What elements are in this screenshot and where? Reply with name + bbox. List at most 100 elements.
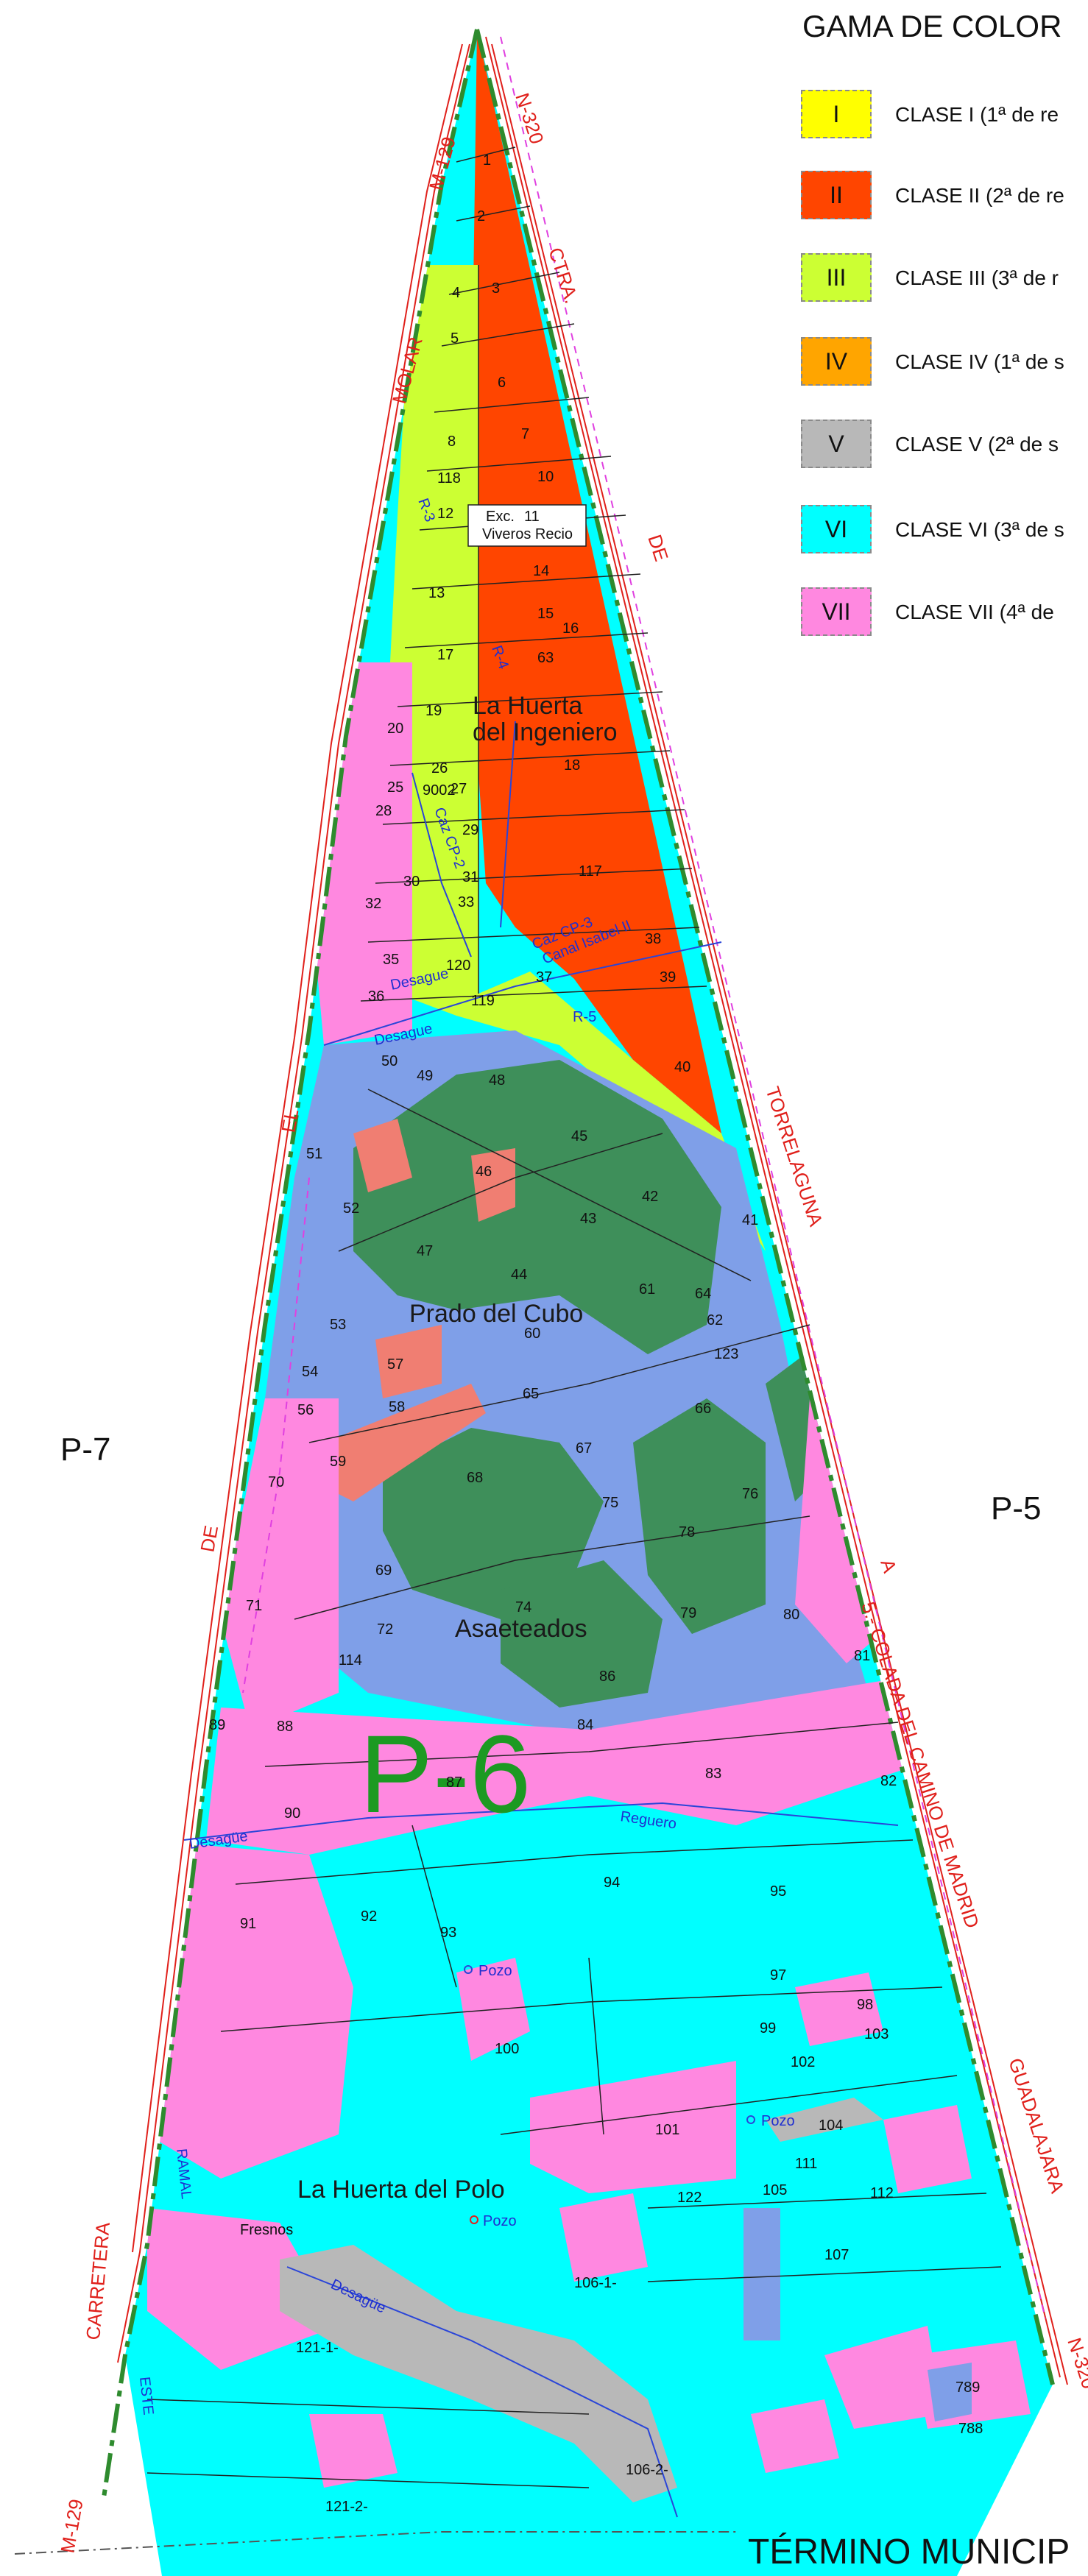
parcel-number-25: 25 [387,779,403,796]
place-huerta-ingeniero-2: del Ingeniero [473,718,618,746]
parcel-number-50: 50 [381,1053,398,1069]
parcel-number-20: 20 [387,721,403,737]
parcel-number-54: 54 [302,1364,318,1380]
parcel-number-118: 118 [437,470,461,486]
parcel-number-789: 789 [955,2379,980,2396]
road-n320 [485,36,1061,2378]
road-label-carretera: CARRETERA [82,2221,114,2341]
parcel-number-97: 97 [770,1967,786,1984]
legend-item-class-v: V CLASE V (2ª de s [801,420,1088,468]
legend-title: GAMA DE COLOR [802,9,1062,43]
parcel-number-119: 119 [471,993,495,1009]
road-label-a: A [876,1557,901,1576]
parcel-numbers: 1234567810111213141516171819202526272829… [209,152,983,2515]
parcel-number-33: 33 [458,894,474,910]
legend-label: CLASE V (2ª de s [895,433,1059,456]
parcel-number-92: 92 [361,1908,377,1925]
road-label-n320-top: N-320 [511,91,548,147]
parcel-number-26: 26 [431,760,448,776]
feature-r5: R-5 [573,1009,596,1025]
parcel-number-44: 44 [511,1267,527,1283]
bottom-municipality-label: TÉRMINO MUNICIP [748,2533,1070,2572]
parcel-number-68: 68 [467,1470,483,1486]
region-class-viii-2 [928,2363,972,2421]
parcel-number-13: 13 [428,585,445,601]
exc-label-2: Viveros Recio [482,526,573,542]
place-p6: P-6 [359,1712,531,1836]
parcel-number-16: 16 [562,620,579,637]
region-class-ix-1 [353,1060,721,1354]
colada-line [500,36,1046,2319]
legend-swatch: VII [801,587,872,636]
legend-label: CLASE II (2ª de re [895,184,1064,207]
road-label-el: EL [277,1108,303,1135]
parcel-number-19: 19 [425,703,442,719]
parcel-number-59: 59 [330,1454,346,1470]
legend-item-class-vii: VII CLASE VII (4ª de [801,587,1088,636]
parcel-number-93: 93 [440,1925,456,1941]
region-class-ix-2 [383,1428,604,1619]
place-prado-cubo: Prado del Cubo [409,1300,583,1328]
parcel-number-107: 107 [824,2247,849,2263]
parcel-number-7: 7 [521,426,529,442]
road-m129 [117,43,470,2363]
parcel-number-106-1: 106-1- [574,2275,617,2291]
parcel-number-36: 36 [368,988,384,1005]
boundary-right [475,29,1055,2385]
parcel-number-71: 71 [246,1598,262,1614]
boundary-left [101,29,479,2503]
road-label-guadalajara: GUADALAJARA [1004,2056,1069,2196]
parcel-number-63: 63 [537,650,554,666]
parcel-number-35: 35 [383,952,399,968]
parcel-number-18: 18 [564,757,580,774]
parcel-number-105: 105 [763,2182,787,2198]
legend-label: CLASE III (3ª de r [895,266,1059,289]
parcel-number-121-1: 121-1- [296,2340,339,2356]
parcel-number-40: 40 [674,1059,690,1075]
parcel-number-38: 38 [645,931,661,947]
parcel-number-29: 29 [462,822,478,838]
parcel-number-78: 78 [679,1524,695,1540]
parcel-number-121-2: 121-2- [325,2499,368,2515]
parcel-number-95: 95 [770,1883,786,1900]
parcel-number-60: 60 [524,1326,540,1342]
region-class-vii-left [221,1398,339,1730]
exc-viveros-block [467,504,587,547]
region-class-vii-patch-2 [530,2061,736,2193]
parcel-number-84: 84 [577,1717,593,1733]
parcel-number-122: 122 [677,2190,702,2206]
parcel-number-81: 81 [854,1648,870,1664]
water-channels [183,721,899,2518]
region-class-v [280,2245,677,2502]
region-class-ix-3 [501,1560,663,1708]
region-class-x-3 [375,1325,442,1398]
parcel-number-80: 80 [783,1607,799,1623]
road-label-m129-bottom: M-129 [56,2497,87,2555]
legend-label: CLASE IV (1ª de s [895,350,1064,373]
parcel-number-94: 94 [604,1875,620,1891]
feature-pozo-3: Pozo [483,2213,517,2229]
parcel-number-76: 76 [742,1486,758,1502]
parcel-number-88: 88 [277,1719,293,1735]
legend-label: CLASE VII (4ª de [895,601,1054,623]
parcel-number-86: 86 [599,1669,615,1685]
legend-swatch: III [801,253,872,302]
feature-fresnos: Fresnos [240,2222,293,2238]
parcel-number-8: 8 [448,434,456,450]
legend-swatch: V [801,420,872,468]
parcel-number-49: 49 [417,1068,433,1084]
parcel-number-106-2: 106-2- [626,2462,668,2478]
parcel-number-15: 15 [537,606,554,622]
feature-pozo-1: Pozo [478,1963,512,1979]
legend-item-class-ii: II CLASE II (2ª de re [801,171,1088,219]
parcel-number-101: 101 [655,2122,679,2138]
parcel-number-28: 28 [375,803,392,819]
parcel-number-61: 61 [639,1281,655,1298]
legend-swatch: I [801,90,872,138]
parcel-number-75: 75 [602,1495,618,1511]
parcel-number-17: 17 [437,647,453,663]
place-p5: P-5 [991,1490,1041,1526]
region-class-vii-patch-8 [309,2414,398,2488]
parcel-number-43: 43 [580,1211,596,1227]
